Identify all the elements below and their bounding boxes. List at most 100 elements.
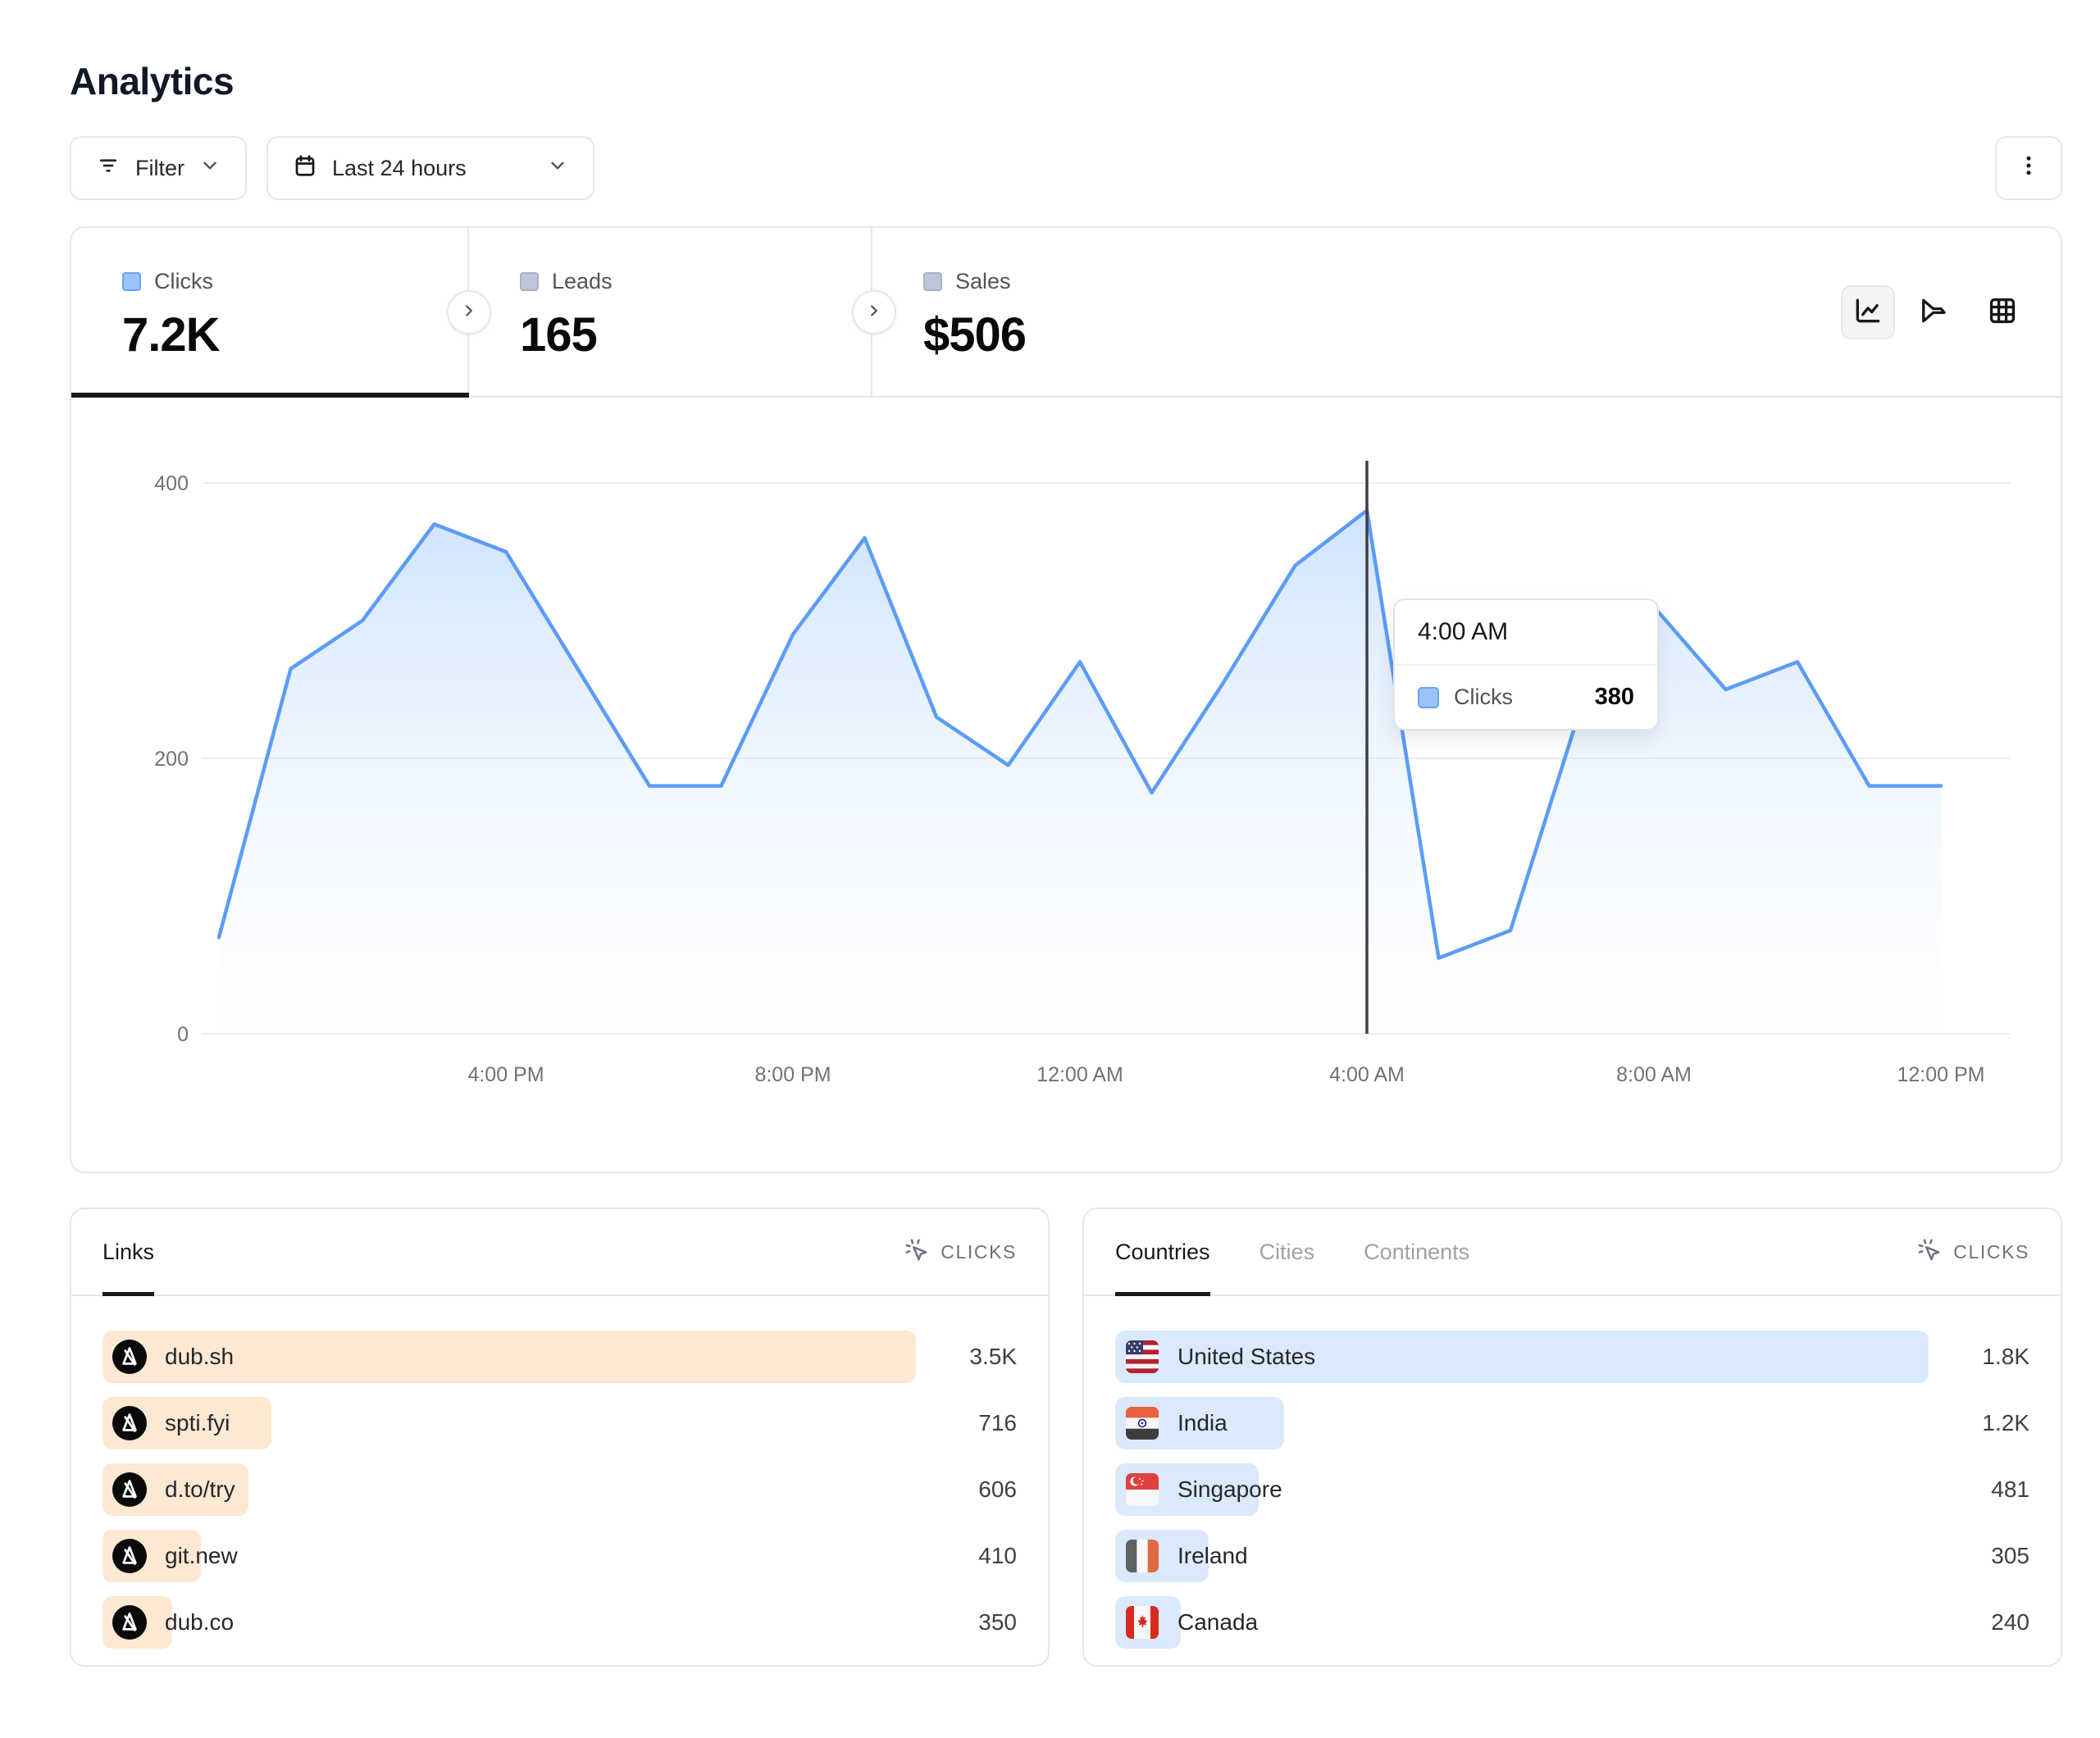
link-row[interactable]: d.to/try 606 [102,1463,1017,1516]
links-panel: Links CLICKS dub.sh 3.5K spti.fyi 716 d.to/t… [70,1208,1050,1667]
flag-in-icon [1125,1406,1159,1440]
country-row[interactable]: Singapore 481 [1115,1463,2029,1516]
country-label: United States [1178,1344,1316,1369]
funnel-icon [1920,295,1951,329]
continents-tab-label: Continents [1364,1239,1470,1264]
country-label: India [1178,1410,1228,1435]
active-tab-underline [71,393,469,398]
countries-list: United States 1.8K India 1.2K Singapore 481 Ir… [1084,1296,2061,1649]
cursor-click-icon [904,1238,929,1267]
link-label: dub.co [165,1609,235,1635]
tooltip-time-label: 4:00 AM [1395,600,1657,666]
tab-sales[interactable]: Sales $506 [872,228,2061,396]
chevron-down-icon [547,155,568,182]
cursor-click-icon [1917,1238,1942,1267]
links-metric-header[interactable]: CLICKS [904,1209,1017,1294]
cities-tab-label: Cities [1259,1239,1315,1264]
link-label: dub.sh [165,1344,235,1369]
country-row[interactable]: India 1.2K [1115,1397,2029,1449]
dub-logo-icon [112,1340,147,1374]
breakdown-panels: Links CLICKS dub.sh 3.5K spti.fyi 716 d.to/t… [70,1208,2062,1667]
clicks-value: 7.2K [122,308,221,362]
clicks-marker-icon [122,272,141,291]
tooltip-series-label: Clicks [1454,685,1513,709]
link-label: d.to/try [165,1476,235,1502]
dub-logo-icon [112,1539,147,1573]
clicks-tab-label: Clicks [154,269,213,293]
svg-text:8:00 PM: 8:00 PM [754,1063,831,1086]
links-list: dub.sh 3.5K spti.fyi 716 d.to/try 606 git.new 4… [71,1296,1048,1649]
svg-text:4:00 PM: 4:00 PM [467,1063,544,1086]
filter-icon [96,153,121,184]
expand-leads-button[interactable] [447,289,491,334]
chart-view-toggles [1841,284,2029,339]
funnel-view-button[interactable] [1908,285,1962,339]
tooltip-series-value: 380 [1594,684,1634,710]
country-bar [1115,1331,1929,1383]
line-chart-icon [1852,295,1884,329]
country-row[interactable]: United States 1.8K [1115,1331,2029,1383]
tab-links[interactable]: Links [102,1209,155,1296]
svg-text:0: 0 [177,1023,189,1046]
geo-panel: Countries Cities Continents CLICKS U [1082,1208,2062,1667]
svg-text:12:00 PM: 12:00 PM [1897,1063,1984,1086]
table-view-button[interactable] [1975,285,2029,339]
expand-sales-button[interactable] [852,289,896,334]
svg-text:200: 200 [154,748,189,771]
date-range-button[interactable]: Last 24 hours [266,136,594,200]
link-row[interactable]: dub.co 350 [102,1596,1017,1649]
countries-tab-label: Countries [1115,1239,1210,1264]
chevron-down-icon [199,155,221,182]
leads-marker-icon [520,272,539,291]
calendar-icon [293,153,317,184]
country-value: 1.8K [1982,1344,2029,1369]
grid-icon [1987,295,2018,329]
country-value: 305 [1991,1543,2029,1568]
link-row[interactable]: dub.sh 3.5K [102,1331,1017,1383]
tab-clicks[interactable]: Clicks 7.2K [71,228,469,396]
country-label: Canada [1178,1609,1259,1635]
country-label: Singapore [1178,1476,1282,1502]
chevron-right-icon [865,302,883,322]
country-row[interactable]: Ireland 305 [1115,1530,2029,1582]
filter-button-label: Filter [135,155,184,180]
sales-tab-label: Sales [955,269,1011,293]
country-row[interactable]: Canada 240 [1115,1596,2029,1649]
chart-canvas: 0 200 400 4:00 PM 8:00 PM 12:00 AM 4:00 AM 8:00… [154,461,2011,1086]
country-value: 240 [1991,1609,2029,1635]
clicks-time-series-chart[interactable]: 0 200 400 4:00 PM 8:00 PM 12:00 AM 4:00 AM 8:00… [71,398,2061,1172]
svg-text:400: 400 [154,472,189,495]
link-row[interactable]: git.new 410 [102,1530,1017,1582]
line-chart-view-button[interactable] [1841,284,1895,339]
link-value: 410 [978,1543,1017,1568]
tab-continents[interactable]: Continents [1364,1209,1469,1294]
sales-marker-icon [923,272,942,291]
analytics-card: Clicks 7.2K Leads 165 Sales $506 [70,226,2062,1173]
svg-text:4:00 AM: 4:00 AM [1329,1063,1405,1086]
filter-button[interactable]: Filter [70,136,247,200]
flag-ie-icon [1125,1539,1159,1573]
analytics-page: Analytics Filter Last 24 hours [70,0,2062,1667]
more-options-button[interactable] [1995,136,2062,200]
tab-leads[interactable]: Leads 165 [469,228,872,396]
date-range-label: Last 24 hours [332,155,467,180]
tab-cities[interactable]: Cities [1260,1209,1315,1294]
link-label: git.new [165,1543,238,1568]
link-row[interactable]: spti.fyi 716 [102,1397,1017,1449]
dub-logo-icon [112,1472,147,1507]
leads-tab-label: Leads [552,269,613,293]
flag-us-icon [1125,1340,1159,1374]
country-value: 481 [1991,1476,2029,1502]
page-title: Analytics [70,60,235,102]
links-tab-label: Links [102,1239,155,1264]
link-label: spti.fyi [165,1410,230,1435]
country-value: 1.2K [1982,1410,2029,1435]
toolbar: Filter Last 24 hours [70,136,2062,200]
dub-logo-icon [112,1605,147,1640]
leads-value: 165 [520,308,598,362]
tab-countries[interactable]: Countries [1115,1209,1210,1296]
geo-metric-header-label: CLICKS [1953,1240,2029,1263]
geo-metric-header[interactable]: CLICKS [1917,1209,2029,1294]
flag-ca-icon [1125,1605,1159,1640]
links-metric-header-label: CLICKS [941,1240,1017,1263]
